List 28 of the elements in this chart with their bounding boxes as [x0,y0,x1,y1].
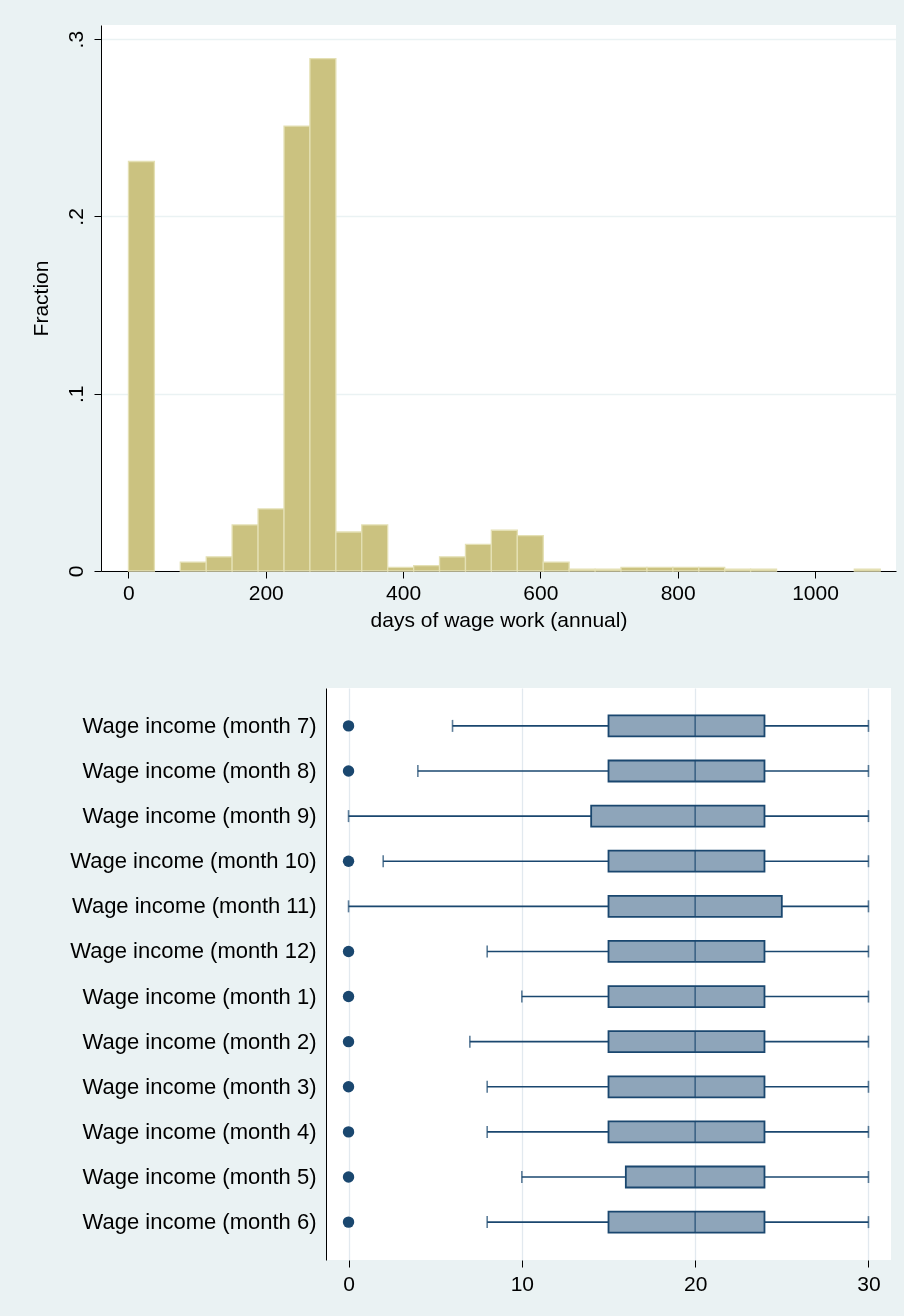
y-tick-label: Wage income (month 8) [82,758,317,783]
x-tick-label: 10 [510,1271,535,1295]
x-tick-label: 400 [386,580,422,604]
x-tick-label: 200 [248,580,284,604]
y-tick-label: Wage income (month 9) [82,803,317,829]
y-tick-label: 0 [63,565,87,578]
y-tick-label: Wage income (month 6) [82,1209,317,1235]
x-tick-label: 0 [123,580,135,604]
y-tick-label: Wage income (month 1) [82,983,317,1009]
y-tick-label: .3 [63,30,87,49]
y-tick-label: Wage income (month 7) [82,712,317,738]
y-tick-label: .2 [63,208,87,226]
y-tick-label: Wage income (month 5) [82,1164,317,1189]
y-axis-title: Fraction [28,260,52,337]
y-tick-label: Wage income (month 4) [82,1118,317,1144]
y-tick-label: Wage income (month 10) [70,848,317,874]
x-tick-label: 800 [660,580,696,604]
x-tick-label: 20 [683,1271,708,1295]
x-tick-label: 30 [857,1271,881,1295]
x-axis-title: days of wage work (annual) [370,607,628,631]
y-tick-label: Wage income (month 3) [82,1073,317,1099]
y-tick-label: Wage income (month 2) [82,1028,317,1054]
x-tick-label: 0 [343,1271,355,1295]
y-tick-label: Wage income (month 11) [71,893,317,919]
x-tick-label: 1000 [792,580,839,604]
x-tick-label: 600 [523,580,559,604]
y-tick-label: .1 [63,385,87,403]
y-tick-label: Wage income (month 12) [70,938,317,964]
